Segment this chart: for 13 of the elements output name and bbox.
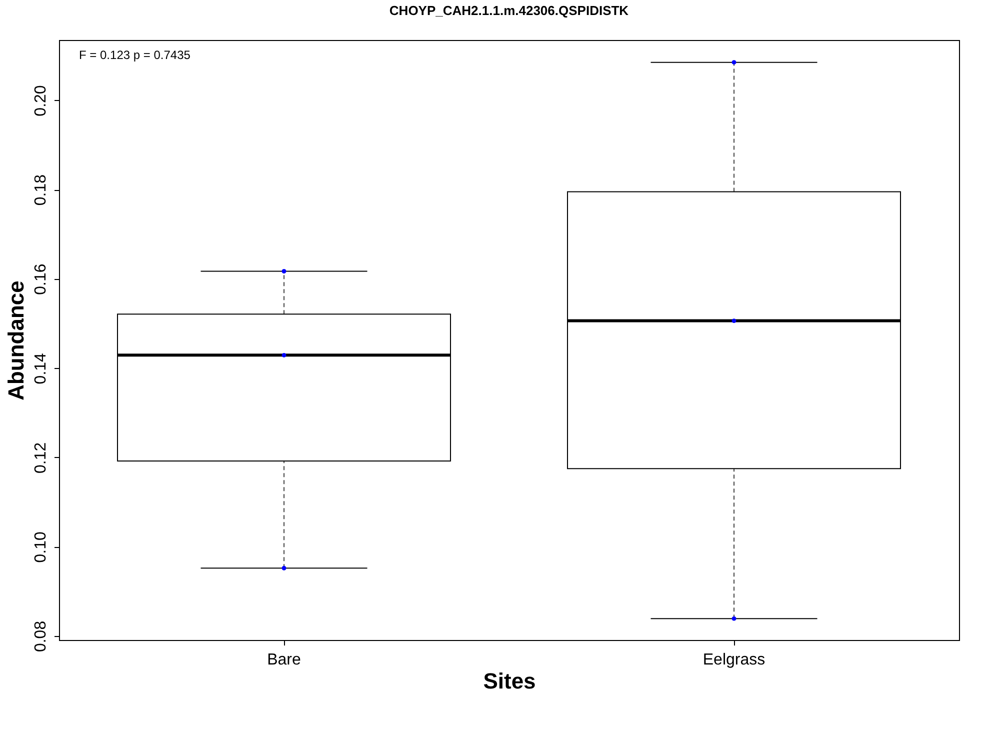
annotation: F = 0.123 p = 0.7435 [79, 48, 191, 62]
y-tick-label: 0.14 [32, 352, 50, 384]
x-axis-title: Sites [483, 668, 536, 694]
y-tick-label: 0.12 [32, 442, 50, 474]
y-axis-title: Abundance [4, 280, 28, 400]
y-tick-label: 0.16 [32, 264, 50, 295]
y-tick-label: 0.20 [32, 85, 50, 116]
y-tick-label: 0.10 [32, 532, 50, 563]
y-tick-label: 0.18 [32, 174, 50, 206]
chart-title: CHOYP_CAH2.1.1.m.42306.QSPIDISTK [389, 3, 630, 18]
x-tick-label: Bare [267, 652, 301, 668]
y-tick-label: 0.08 [32, 620, 50, 652]
x-tick-label: Eelgrass [702, 652, 766, 668]
